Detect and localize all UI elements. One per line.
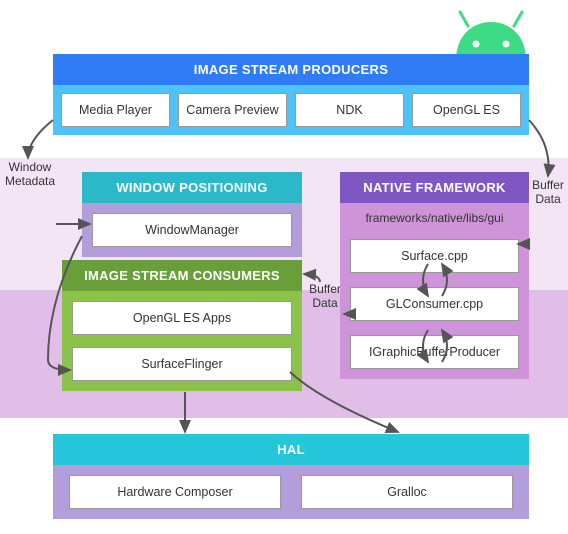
box-opengl-es: OpenGL ES (412, 93, 521, 127)
native-block: NATIVE FRAMEWORK frameworks/native/libs/… (340, 172, 529, 379)
consumers-header: IMAGE STREAM CONSUMERS (62, 260, 302, 291)
box-window-manager: WindowManager (92, 213, 292, 247)
box-media-player: Media Player (61, 93, 170, 127)
window-positioning-block: WINDOW POSITIONING WindowManager (82, 172, 302, 257)
box-hardware-composer: Hardware Composer (69, 475, 281, 509)
native-path: frameworks/native/libs/gui (350, 211, 519, 225)
producers-block: IMAGE STREAM PRODUCERS Media Player Came… (53, 54, 529, 135)
window-positioning-header: WINDOW POSITIONING (82, 172, 302, 203)
diagram-canvas: IMAGE STREAM PRODUCERS Media Player Came… (0, 0, 568, 534)
box-surface-flinger: SurfaceFlinger (72, 347, 292, 381)
box-ndk: NDK (295, 93, 404, 127)
hal-header: HAL (53, 434, 529, 465)
box-glconsumer-cpp: GLConsumer.cpp (350, 287, 519, 321)
consumers-body: OpenGL ES Apps SurfaceFlinger (62, 291, 302, 391)
box-camera-preview: Camera Preview (178, 93, 287, 127)
native-body: frameworks/native/libs/gui Surface.cpp G… (340, 203, 529, 379)
window-positioning-body: WindowManager (82, 203, 302, 257)
box-surface-cpp: Surface.cpp (350, 239, 519, 273)
consumers-block: IMAGE STREAM CONSUMERS OpenGL ES Apps Su… (62, 260, 302, 391)
producers-row: Media Player Camera Preview NDK OpenGL E… (53, 85, 529, 135)
hal-block: HAL Hardware Composer Gralloc (53, 434, 529, 519)
producers-header: IMAGE STREAM PRODUCERS (53, 54, 529, 85)
label-buffer-data-right: Buffer Data (528, 178, 568, 207)
hal-row: Hardware Composer Gralloc (53, 465, 529, 519)
box-igraphicbufferproducer: IGraphicBufferProducer (350, 335, 519, 369)
box-gralloc: Gralloc (301, 475, 513, 509)
native-header: NATIVE FRAMEWORK (340, 172, 529, 203)
label-window-metadata: Window Metadata (0, 160, 60, 189)
box-opengl-es-apps: OpenGL ES Apps (72, 301, 292, 335)
